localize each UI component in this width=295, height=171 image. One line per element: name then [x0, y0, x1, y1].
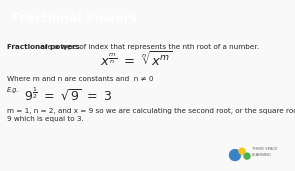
Text: Fractional Powers: Fractional Powers — [12, 12, 137, 25]
Text: THIRD SPACE
LEARNING: THIRD SPACE LEARNING — [252, 147, 278, 157]
Text: Fractional powers: Fractional powers — [7, 44, 80, 50]
Text: 9 which is equal to 3.: 9 which is equal to 3. — [7, 116, 84, 122]
Text: E.g.: E.g. — [7, 88, 19, 94]
Circle shape — [244, 153, 250, 159]
Circle shape — [239, 148, 245, 154]
Text: $x^{\frac{m}{n}}\ =\ \sqrt[n]{x^{m}}$: $x^{\frac{m}{n}}\ =\ \sqrt[n]{x^{m}}$ — [100, 50, 173, 69]
Text: Where m and n are constants and  n ≠ 0: Where m and n are constants and n ≠ 0 — [7, 76, 153, 82]
Circle shape — [230, 150, 240, 161]
Text: are a type of index that represents the nth root of a number.: are a type of index that represents the … — [38, 44, 259, 50]
Text: $9^{\frac{1}{2}}\ =\ \sqrt{9}\ =\ 3$: $9^{\frac{1}{2}}\ =\ \sqrt{9}\ =\ 3$ — [24, 87, 112, 103]
Text: m = 1, n = 2, and x = 9 so we are calculating the second root, or the square roo: m = 1, n = 2, and x = 9 so we are calcul… — [7, 108, 295, 114]
